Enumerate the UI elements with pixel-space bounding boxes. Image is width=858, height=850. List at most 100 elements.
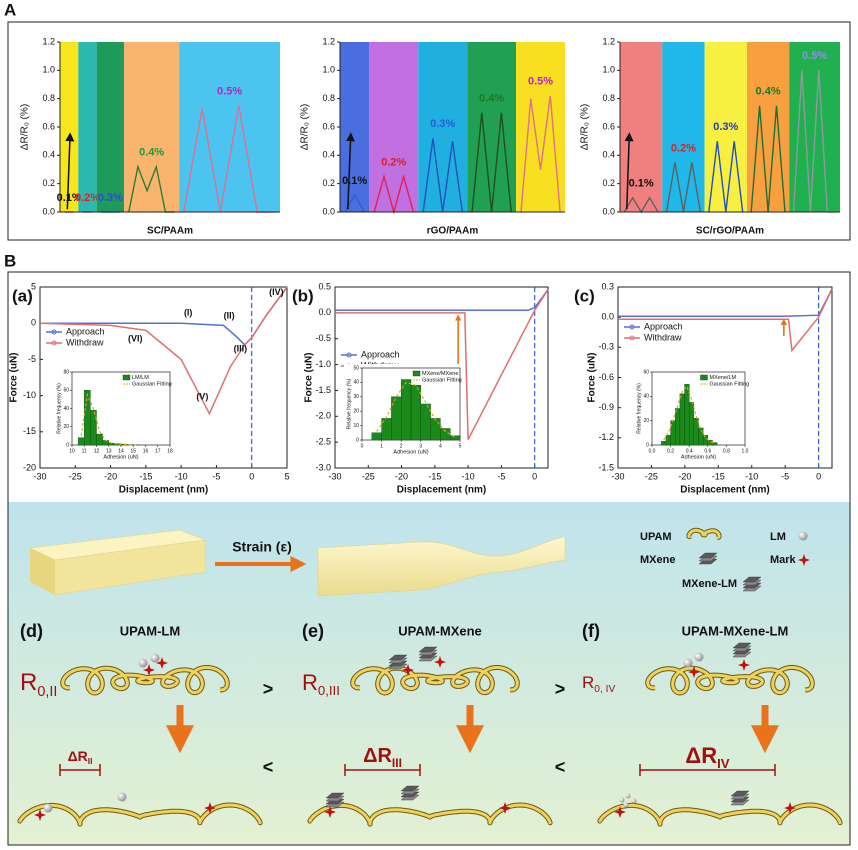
mxene-sheet xyxy=(732,642,752,649)
stretched-gel xyxy=(317,536,566,597)
histogram-bar xyxy=(698,427,704,446)
inset-x-tick-label: 1.0 xyxy=(742,448,749,454)
inset-y-tick-label: 0 xyxy=(66,442,69,448)
inset-x-label: Adhesion (uN) xyxy=(681,454,716,460)
x-tick-label: -25 xyxy=(69,471,82,481)
inset-y-tick-label: 10 xyxy=(353,423,359,429)
y-tick-label: 0.4 xyxy=(42,150,55,160)
panel-a-frame xyxy=(7,21,851,241)
line xyxy=(520,95,561,213)
series-label: 0.4% xyxy=(139,147,164,159)
band xyxy=(662,42,705,212)
delta-subscript: II xyxy=(88,756,93,766)
histogram-bar xyxy=(450,435,461,441)
y-tick-label: 0.2 xyxy=(322,178,335,188)
panel-label: A xyxy=(4,0,16,19)
delta-bracket xyxy=(59,764,101,776)
mark-star xyxy=(688,666,700,678)
line xyxy=(335,289,549,312)
x-tick-label: 0 xyxy=(532,471,537,481)
y-tick-label: -20 xyxy=(23,462,36,472)
series-label: 0.1% xyxy=(629,178,654,190)
legend-label: Gaussian Fitting xyxy=(132,381,172,387)
inset-x-tick-label: 0.2 xyxy=(667,448,674,454)
panel-title: UPAM-MXene xyxy=(398,623,482,638)
panel-label: (d) xyxy=(20,621,43,641)
band xyxy=(60,42,79,212)
annotation: (III) xyxy=(234,344,248,354)
x-tick-label: -15 xyxy=(428,471,441,481)
histogram-bar xyxy=(665,435,671,446)
lm-particle xyxy=(694,652,704,662)
y-axis-label: Force (uN) xyxy=(9,353,20,403)
mark-star xyxy=(499,802,511,814)
x-tick-label: -30 xyxy=(611,471,624,481)
inset-y-tick-label: 60 xyxy=(63,388,69,394)
delta-symbol: ΔR xyxy=(363,745,392,767)
resistance-subscript: 0,II xyxy=(37,684,57,700)
comparison: < xyxy=(263,757,274,777)
legend-label: Withdraw xyxy=(644,332,682,342)
polymer-chain xyxy=(61,666,229,695)
mxene-sheet xyxy=(418,646,438,653)
panel-title: UPAM-LM xyxy=(120,623,180,638)
y-tick-label: 0.0 xyxy=(601,312,614,322)
band xyxy=(78,42,97,212)
mark-star xyxy=(34,809,46,821)
lm-particle xyxy=(138,658,148,668)
y-tick-label: -1.2 xyxy=(598,432,614,442)
histogram-bar xyxy=(420,403,431,441)
resistance-label: R0, IV xyxy=(582,673,615,695)
x-tick-label: -30 xyxy=(328,471,341,481)
resistance-symbol: R xyxy=(20,669,37,696)
panel-label: B xyxy=(4,251,16,270)
legend-marker xyxy=(629,335,635,341)
inset-x-tick-label: 17 xyxy=(155,448,161,454)
inset-y-tick-label: 20 xyxy=(63,424,69,430)
legend-marker xyxy=(346,352,352,358)
comparison: > xyxy=(555,679,566,699)
resistance-label: R0,II xyxy=(20,669,57,699)
y-tick-label: 5 xyxy=(31,281,36,291)
inset-y-tick-label: 0 xyxy=(356,437,359,443)
line xyxy=(618,288,833,353)
inset-y-tick-label: 20 xyxy=(353,409,359,415)
inset-x-tick-label: 2 xyxy=(400,443,403,449)
y-axis-label: Force (uN) xyxy=(587,353,598,403)
annotation: (I) xyxy=(184,307,193,317)
arrow xyxy=(624,132,634,210)
lm-particle xyxy=(117,792,127,802)
x-tick-label: -15 xyxy=(139,471,152,481)
gel-side xyxy=(30,548,55,595)
mark-star xyxy=(434,656,446,668)
y-tick-label: -1.5 xyxy=(315,385,331,395)
mark-star xyxy=(798,554,810,566)
band xyxy=(124,42,180,212)
y-tick-label: 0 xyxy=(31,318,36,328)
band xyxy=(179,42,280,212)
delta-label: ΔRIII xyxy=(363,745,402,770)
x-tick-label: -30 xyxy=(33,471,46,481)
inset-y-tick-label: 40 xyxy=(643,394,649,400)
inset-x-tick-label: 15 xyxy=(130,448,136,454)
y-tick-label: 0.4 xyxy=(322,150,335,160)
x-tick-label: -5 xyxy=(212,471,220,481)
inset-y-tick-label: 40 xyxy=(63,406,69,412)
delta-label: ΔRII xyxy=(68,748,93,767)
resistance-label: R0,III xyxy=(302,670,340,698)
y-tick-label: -0.9 xyxy=(598,402,614,412)
annotation: (II) xyxy=(224,310,235,320)
lm-particle xyxy=(625,793,631,799)
x-tick-label: -20 xyxy=(104,471,117,481)
legend-label: Mark xyxy=(770,554,797,566)
inset-y-label: Relative frequency (%) xyxy=(346,378,352,429)
y-tick-label: -2.0 xyxy=(315,411,331,421)
histogram-bar xyxy=(90,410,97,446)
series-label: 0.3% xyxy=(713,121,738,133)
legend-label: Gaussian Fitting xyxy=(422,377,462,383)
delta-bracket xyxy=(344,764,421,776)
line xyxy=(335,289,549,440)
x-axis-label: SC/PAAm xyxy=(147,226,193,237)
x-tick-label: -5 xyxy=(497,471,505,481)
series-label: 0.2% xyxy=(671,142,696,154)
